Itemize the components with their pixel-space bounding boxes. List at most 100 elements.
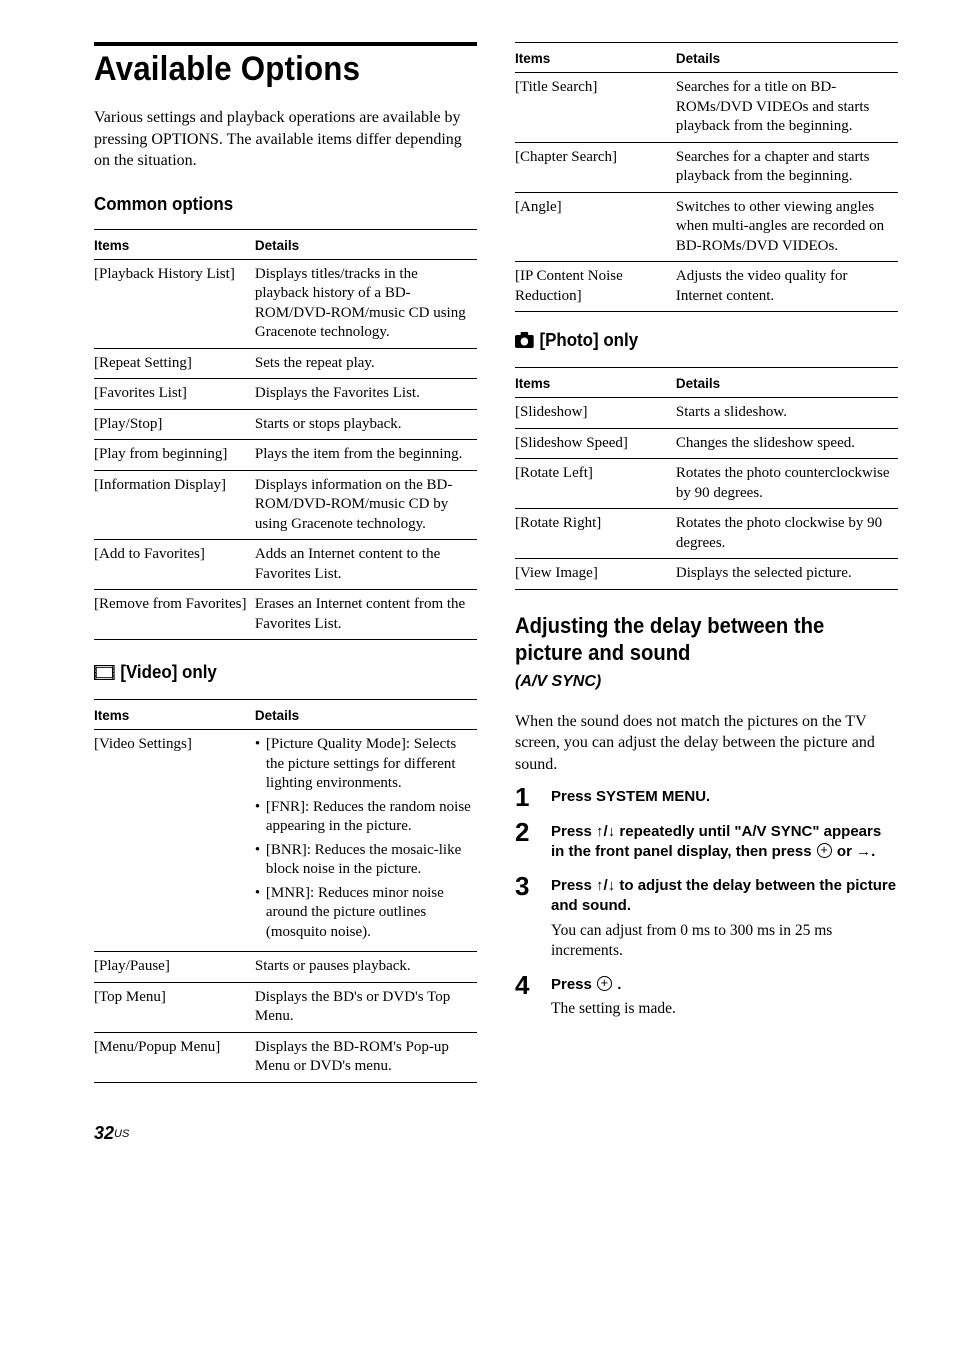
photo-only-heading: [Photo] only [515,330,875,353]
video-only-heading: [Video] only [94,662,454,685]
step-head: Press ↑/↓ to adjust the delay between th… [551,876,898,917]
detail-cell: Sets the repeat play. [255,348,477,379]
steps-list: Press SYSTEM MENU. Press ↑/↓ repeatedly u… [515,787,898,1019]
detail-cell: Switches to other viewing angles when mu… [676,192,898,262]
item-cell: [Rotate Right] [515,509,676,559]
step-head: Press ↑/↓ repeatedly until "A/V SYNC" ap… [551,822,898,863]
detail-cell: Starts or stops playback. [255,409,477,440]
detail-cell: Searches for a title on BD-ROMs/DVD VIDE… [676,73,898,143]
col-items: Items [94,229,255,259]
table-row: [Add to Favorites]Adds an Internet conte… [94,540,477,590]
item-cell: [Play/Stop] [94,409,255,440]
photo-only-label: [Photo] only [539,330,638,350]
detail-cell: Adjusts the video quality for Internet c… [676,262,898,312]
video-icon [94,664,115,685]
col-items: Items [515,43,676,73]
item-cell: [Rotate Left] [515,459,676,509]
table-row: [Slideshow Speed]Changes the slideshow s… [515,428,898,459]
table-row: [Top Menu]Displays the BD's or DVD's Top… [94,982,477,1032]
detail-cell: Searches for a chapter and starts playba… [676,142,898,192]
detail-cell: Displays the selected picture. [676,559,898,590]
table-row: [Play/Stop]Starts or stops playback. [94,409,477,440]
item-cell: [Chapter Search] [515,142,676,192]
table-row: [Repeat Setting]Sets the repeat play. [94,348,477,379]
table-row: [Title Search]Searches for a title on BD… [515,73,898,143]
item-cell: [Remove from Favorites] [94,590,255,640]
video-options-table: Items Details [Video Settings][Picture Q… [94,699,477,1083]
enter-icon [597,976,612,991]
item-cell: [Favorites List] [94,379,255,410]
item-cell: [Playback History List] [94,259,255,348]
common-options-heading: Common options [94,194,454,215]
table-row: [Playback History List]Displays titles/t… [94,259,477,348]
table-row: [Rotate Left]Rotates the photo countercl… [515,459,898,509]
heading-rule [94,42,477,46]
detail-cell: Displays the BD's or DVD's Top Menu. [255,982,477,1032]
table-row: [Play from beginning]Plays the item from… [94,440,477,471]
detail-cell: Displays titles/tracks in the playback h… [255,259,477,348]
detail-cell: Displays the BD-ROM's Pop-up Menu or DVD… [255,1032,477,1082]
table-row: [IP Content Noise Reduction]Adjusts the … [515,262,898,312]
item-cell: [Video Settings] [94,730,255,952]
detail-cell: Rotates the photo counterclockwise by 90… [676,459,898,509]
item-cell: [Angle] [515,192,676,262]
photo-options-table: Items Details [Slideshow]Starts a slides… [515,367,898,590]
col-items: Items [94,700,255,730]
step-body: You can adjust from 0 ms to 300 ms in 25… [551,921,898,961]
table-row: [Information Display]Displays informatio… [94,470,477,540]
item-cell: [Top Menu] [94,982,255,1032]
col-details: Details [676,368,898,398]
detail-cell: Rotates the photo clockwise by 90 degree… [676,509,898,559]
enter-icon [817,843,832,858]
col-details: Details [255,229,477,259]
item-cell: [IP Content Noise Reduction] [515,262,676,312]
step-body: The setting is made. [551,999,898,1019]
item-cell: [Play from beginning] [94,440,255,471]
photo-icon [515,332,534,353]
detail-cell: [Picture Quality Mode]: Selects the pict… [255,730,477,952]
detail-cell: Adds an Internet content to the Favorite… [255,540,477,590]
step-item: Press ↑/↓ repeatedly until "A/V SYNC" ap… [515,822,898,863]
table-row: [Slideshow]Starts a slideshow. [515,398,898,429]
item-cell: [Slideshow Speed] [515,428,676,459]
step-head: Press . [551,975,898,995]
adjust-intro: When the sound does not match the pictur… [515,711,898,776]
item-cell: [Slideshow] [515,398,676,429]
table-row: [Menu/Popup Menu]Displays the BD-ROM's P… [94,1032,477,1082]
detail-cell: Erases an Internet content from the Favo… [255,590,477,640]
item-cell: [Menu/Popup Menu] [94,1032,255,1082]
item-cell: [Repeat Setting] [94,348,255,379]
detail-cell: Starts or pauses playback. [255,952,477,983]
page-title: Available Options [94,50,446,89]
table-row: [Remove from Favorites]Erases an Interne… [94,590,477,640]
common-options-table: Items Details [Playback History List]Dis… [94,229,477,641]
step-item: Press ↑/↓ to adjust the delay between th… [515,876,898,961]
item-cell: [Title Search] [515,73,676,143]
item-cell: [Play/Pause] [94,952,255,983]
detail-cell: Displays the Favorites List. [255,379,477,410]
video-options-table-cont: Items Details [Title Search]Searches for… [515,42,898,312]
step-item: Press . The setting is made. [515,975,898,1019]
table-row: [Video Settings][Picture Quality Mode]: … [94,730,477,952]
item-cell: [Add to Favorites] [94,540,255,590]
detail-cell: Changes the slideshow speed. [676,428,898,459]
col-details: Details [255,700,477,730]
step-head: Press SYSTEM MENU. [551,787,898,807]
item-cell: [Information Display] [94,470,255,540]
table-row: [View Image]Displays the selected pictur… [515,559,898,590]
step-item: Press SYSTEM MENU. [515,787,898,807]
table-row: [Chapter Search]Searches for a chapter a… [515,142,898,192]
detail-cell: Displays information on the BD-ROM/DVD-R… [255,470,477,540]
av-sync-label: (A/V SYNC) [515,673,898,691]
detail-cell: Plays the item from the beginning. [255,440,477,471]
intro-text: Various settings and playback operations… [94,107,477,172]
table-row: [Angle]Switches to other viewing angles … [515,192,898,262]
adjust-delay-heading: Adjusting the delay between the picture … [515,612,867,667]
col-items: Items [515,368,676,398]
item-cell: [View Image] [515,559,676,590]
video-only-label: [Video] only [120,662,217,682]
table-row: [Favorites List]Displays the Favorites L… [94,379,477,410]
table-row: [Play/Pause]Starts or pauses playback. [94,952,477,983]
col-details: Details [676,43,898,73]
detail-cell: Starts a slideshow. [676,398,898,429]
